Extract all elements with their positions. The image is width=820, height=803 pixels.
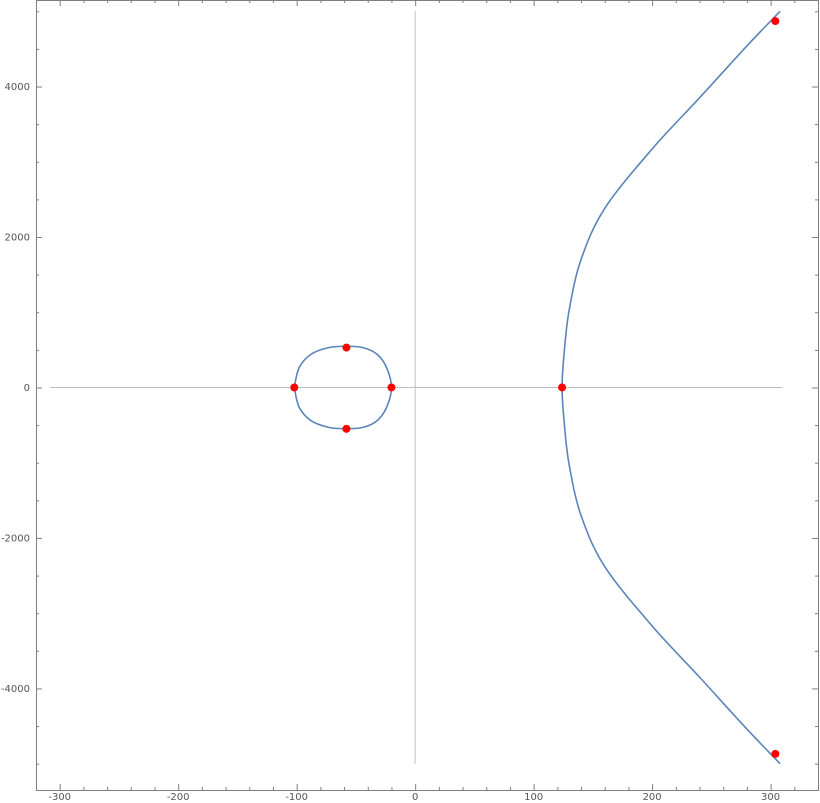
y-tick-label: -2000 <box>1 533 30 544</box>
x-tick-labels: -300 -200 -100 0 100 200 300 <box>48 792 780 803</box>
x-tick-label: -300 <box>48 792 71 803</box>
x-tick-label: -200 <box>167 792 190 803</box>
x-tick-label: 200 <box>643 792 662 803</box>
highlighted-points <box>290 17 780 758</box>
y-tick-label: 4000 <box>5 82 30 93</box>
x-tick-label: 0 <box>412 792 418 803</box>
data-point <box>290 383 299 392</box>
data-point <box>342 424 351 433</box>
data-point <box>387 383 396 392</box>
data-point <box>558 383 567 392</box>
data-point <box>771 17 780 26</box>
data-point <box>771 749 780 758</box>
frame-ticks <box>36 0 819 790</box>
data-point <box>342 343 351 352</box>
y-tick-label: 0 <box>24 383 30 394</box>
x-tick-label: 300 <box>761 792 780 803</box>
y-tick-label: -4000 <box>1 684 30 695</box>
x-tick-label: -100 <box>285 792 308 803</box>
x-tick-label: 100 <box>524 792 543 803</box>
plot-frame <box>36 0 819 791</box>
y-tick-labels: -4000 -2000 0 2000 4000 <box>1 82 30 695</box>
y-tick-label: 2000 <box>5 233 30 244</box>
